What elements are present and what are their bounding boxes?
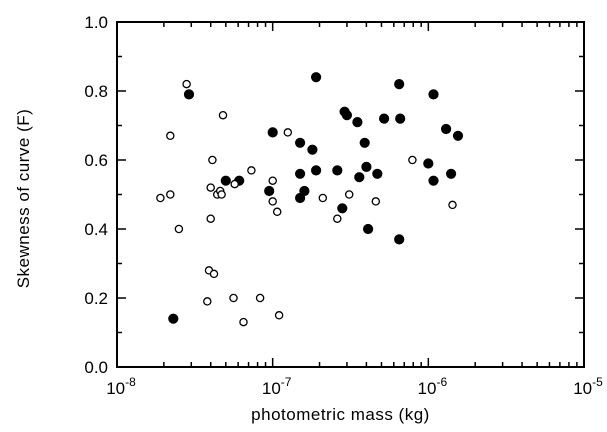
y-tick-label: 0.8 xyxy=(84,82,108,101)
filled-point xyxy=(332,165,343,176)
filled-point xyxy=(295,137,306,148)
x-tick-labels: 10-8 10-7 10-6 10-5 xyxy=(106,375,603,398)
open-point xyxy=(230,179,239,189)
filled-point xyxy=(394,79,405,90)
filled-point xyxy=(267,127,278,138)
open-point xyxy=(255,293,265,303)
filled-point xyxy=(220,175,231,186)
filled-point xyxy=(428,89,439,100)
filled-point xyxy=(423,158,434,169)
open-point xyxy=(166,190,175,199)
open-point xyxy=(333,214,342,223)
filled-point xyxy=(446,168,457,179)
y-axis-title: Skewness of curve (F) xyxy=(14,109,33,289)
filled-point xyxy=(337,203,348,214)
filled-point xyxy=(441,123,452,135)
filled-point xyxy=(307,144,318,155)
data-points xyxy=(156,72,464,327)
x-tick-label: 10-6 xyxy=(418,375,448,398)
open-point xyxy=(268,197,277,206)
filled-point xyxy=(361,161,372,172)
open-point xyxy=(182,79,191,89)
open-point xyxy=(174,224,184,234)
open-point xyxy=(268,176,277,185)
open-point xyxy=(209,269,219,279)
y-tick-label: 0.2 xyxy=(84,289,108,308)
filled-point xyxy=(359,137,370,148)
open-point xyxy=(206,183,215,192)
open-point xyxy=(166,131,175,141)
filled-point xyxy=(311,165,322,176)
filled-point xyxy=(354,172,365,183)
open-point xyxy=(318,193,328,203)
open-point xyxy=(371,197,381,206)
open-point xyxy=(408,155,417,165)
open-point xyxy=(239,317,248,327)
plot-frame xyxy=(116,21,585,368)
open-point xyxy=(283,128,293,137)
filled-point xyxy=(452,130,464,141)
open-point xyxy=(229,293,238,303)
open-point xyxy=(274,311,284,320)
filled-point xyxy=(264,185,275,197)
open-point xyxy=(217,190,226,199)
x-tick-label: 10-7 xyxy=(262,375,292,398)
open-point xyxy=(218,110,228,120)
filled-point xyxy=(341,110,352,121)
filled-point xyxy=(395,113,406,124)
open-point xyxy=(247,166,256,175)
open-point xyxy=(344,190,354,199)
filled-point xyxy=(311,72,322,83)
open-point xyxy=(156,193,165,203)
x-axis-title: photometric mass (kg) xyxy=(251,405,430,424)
filled-point xyxy=(428,175,439,186)
filled-point xyxy=(394,234,405,245)
filled-point xyxy=(299,185,310,197)
y-tick-labels: 0.0 0.2 0.4 0.6 0.8 1.0 xyxy=(84,13,108,377)
open-point xyxy=(206,214,215,223)
filled-point xyxy=(295,168,306,179)
filled-point xyxy=(363,223,374,235)
open-point xyxy=(448,200,457,210)
open-point xyxy=(208,155,217,165)
filled-point xyxy=(352,117,363,128)
x-tick-label: 10-5 xyxy=(573,375,603,398)
filled-point xyxy=(372,168,383,179)
y-tick-label: 1.0 xyxy=(84,13,108,32)
y-tick-label: 0.0 xyxy=(84,358,108,377)
filled-point xyxy=(379,113,390,124)
y-tick-label: 0.4 xyxy=(84,220,108,239)
open-point xyxy=(203,297,212,306)
filled-point xyxy=(168,313,179,324)
y-tick-label: 0.6 xyxy=(84,151,108,170)
open-point xyxy=(272,207,282,217)
x-tick-label: 10-8 xyxy=(106,375,136,398)
filled-point xyxy=(183,89,195,100)
